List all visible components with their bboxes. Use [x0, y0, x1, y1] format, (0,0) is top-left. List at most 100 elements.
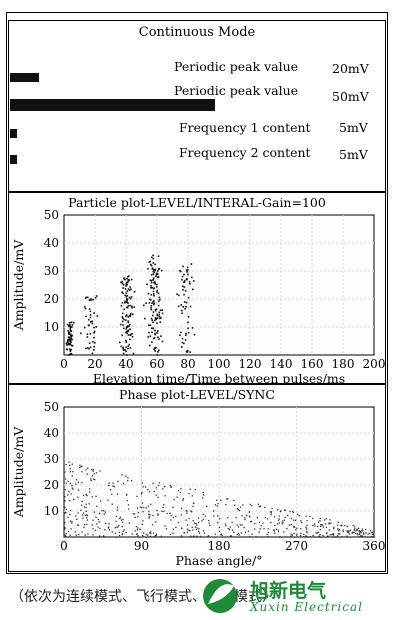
- data-point: [157, 304, 160, 307]
- data-point: [126, 281, 129, 284]
- data-point: [145, 533, 147, 536]
- data-point: [95, 326, 98, 328]
- data-point: [181, 527, 183, 529]
- data-point: [196, 527, 198, 529]
- data-point: [182, 498, 185, 500]
- data-point: [113, 485, 115, 488]
- data-point: [70, 344, 73, 347]
- data-point: [183, 280, 186, 282]
- data-point: [186, 266, 189, 269]
- data-point: [292, 519, 295, 521]
- data-point: [122, 530, 124, 532]
- data-point: [127, 334, 130, 336]
- data-point: [233, 531, 235, 533]
- data-point: [216, 515, 219, 517]
- data-point: [254, 522, 256, 525]
- data-point: [186, 524, 189, 526]
- data-point: [155, 494, 157, 496]
- data-point: [78, 533, 80, 536]
- data-point: [312, 517, 314, 520]
- data-point: [312, 534, 314, 537]
- data-point: [88, 308, 91, 310]
- data-point: [333, 526, 335, 529]
- data-point: [186, 349, 189, 352]
- data-point: [156, 509, 158, 512]
- data-point: [127, 330, 130, 333]
- data-point: [225, 525, 227, 527]
- data-point: [92, 298, 95, 301]
- data-point: [94, 478, 96, 481]
- data-point: [79, 464, 81, 466]
- data-point: [192, 280, 195, 282]
- y-tick-label: 10: [44, 320, 59, 334]
- data-point: [149, 324, 152, 327]
- data-point: [156, 291, 158, 293]
- data-point: [351, 536, 353, 538]
- data-point: [153, 536, 155, 538]
- data-point: [191, 529, 194, 531]
- data-point: [255, 536, 257, 538]
- data-point: [172, 506, 174, 509]
- data-point: [72, 321, 75, 324]
- data-point: [251, 533, 253, 536]
- x-axis-label: Elevation time/Time between pulses/ms: [93, 371, 345, 383]
- data-point: [313, 523, 316, 525]
- data-point: [157, 268, 160, 271]
- data-point: [160, 317, 162, 319]
- data-point: [188, 517, 190, 520]
- data-point: [128, 279, 131, 281]
- data-point: [318, 535, 320, 537]
- data-point: [68, 491, 70, 493]
- data-point: [91, 322, 94, 325]
- data-point: [154, 333, 156, 336]
- data-point: [164, 525, 166, 527]
- data-point: [300, 520, 302, 522]
- data-point: [202, 530, 205, 532]
- data-point: [81, 500, 83, 502]
- data-point: [144, 317, 146, 320]
- data-point: [149, 263, 152, 266]
- data-point: [89, 310, 92, 313]
- data-point: [338, 530, 340, 532]
- data-point: [131, 332, 133, 335]
- data-point: [121, 301, 124, 304]
- data-point: [64, 471, 66, 473]
- data-point: [362, 533, 365, 535]
- data-point: [136, 535, 139, 538]
- data-point: [86, 347, 89, 349]
- data-point: [170, 485, 172, 488]
- data-point: [240, 532, 242, 534]
- data-point: [189, 530, 191, 532]
- data-point: [67, 516, 69, 519]
- data-point: [346, 531, 349, 533]
- x-tick-label: 90: [134, 539, 149, 553]
- data-point: [126, 277, 128, 280]
- data-point: [277, 519, 280, 521]
- data-point: [81, 531, 83, 533]
- data-point: [262, 522, 264, 524]
- data-point: [266, 533, 268, 536]
- data-point: [186, 351, 188, 354]
- data-point: [92, 528, 94, 530]
- data-point: [96, 505, 98, 508]
- data-point: [237, 526, 240, 528]
- data-point: [148, 302, 151, 304]
- data-point: [127, 345, 130, 347]
- y-tick-label: 40: [44, 426, 59, 440]
- data-point: [183, 342, 185, 345]
- data-point: [367, 533, 369, 535]
- data-point: [69, 342, 71, 345]
- data-point: [141, 482, 144, 484]
- data-point: [83, 523, 86, 526]
- data-point: [183, 293, 185, 296]
- data-point: [301, 521, 303, 524]
- data-point: [192, 505, 194, 507]
- data-point: [117, 526, 119, 528]
- data-point: [243, 526, 245, 529]
- data-point: [108, 529, 111, 531]
- row-label: Periodic peak value: [174, 59, 299, 74]
- data-point: [159, 321, 162, 324]
- data-point: [68, 348, 71, 350]
- data-point: [189, 305, 192, 308]
- data-point: [245, 514, 248, 517]
